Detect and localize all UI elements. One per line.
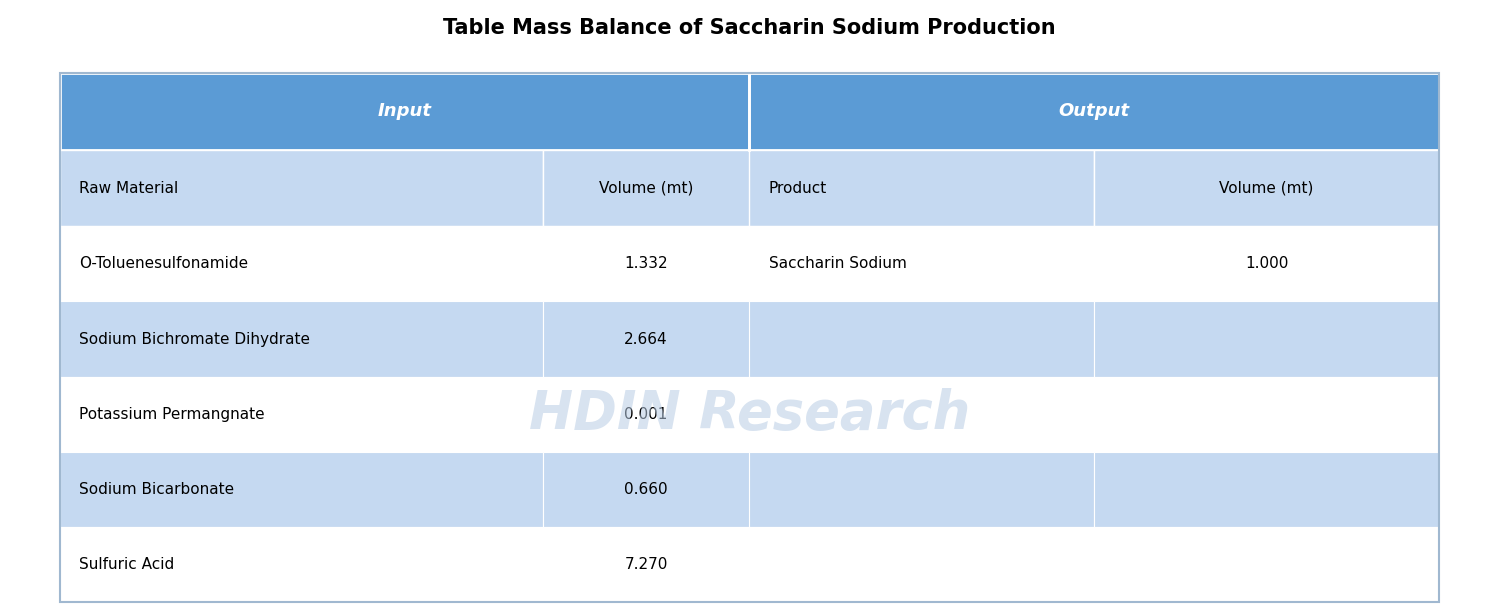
- Text: Raw Material: Raw Material: [79, 181, 178, 196]
- Text: 1.000: 1.000: [1246, 257, 1288, 271]
- Text: Volume (mt): Volume (mt): [600, 181, 693, 196]
- Text: Saccharin Sodium: Saccharin Sodium: [769, 257, 907, 271]
- Text: Table Mass Balance of Saccharin Sodium Production: Table Mass Balance of Saccharin Sodium P…: [444, 18, 1055, 38]
- Text: Product: Product: [769, 181, 827, 196]
- Text: Volume (mt): Volume (mt): [1220, 181, 1313, 196]
- Text: 0.001: 0.001: [625, 407, 667, 421]
- Text: 7.270: 7.270: [625, 557, 667, 572]
- Text: O-Toluenesulfonamide: O-Toluenesulfonamide: [79, 257, 249, 271]
- Text: Sulfuric Acid: Sulfuric Acid: [79, 557, 175, 572]
- Text: Output: Output: [1058, 102, 1130, 120]
- Text: 2.664: 2.664: [624, 331, 669, 347]
- Text: Potassium Permangnate: Potassium Permangnate: [79, 407, 265, 421]
- Text: Input: Input: [378, 102, 432, 120]
- Text: 1.332: 1.332: [624, 257, 669, 271]
- Text: HDIN Research: HDIN Research: [529, 388, 970, 440]
- Text: Sodium Bicarbonate: Sodium Bicarbonate: [79, 482, 234, 497]
- Text: Sodium Bichromate Dihydrate: Sodium Bichromate Dihydrate: [79, 331, 310, 347]
- Text: 0.660: 0.660: [624, 482, 669, 497]
